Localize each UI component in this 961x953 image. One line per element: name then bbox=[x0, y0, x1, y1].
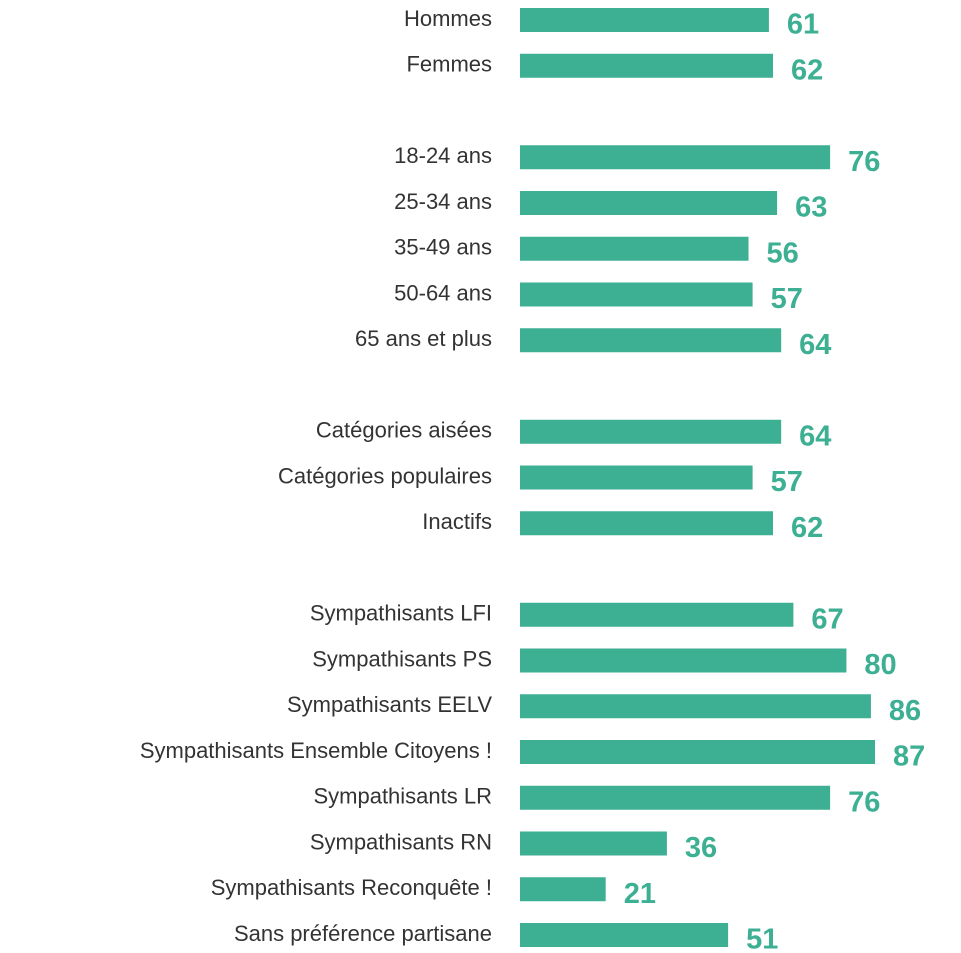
bar bbox=[520, 877, 606, 902]
bar bbox=[520, 419, 782, 444]
value-label: 80 bbox=[864, 649, 896, 681]
category-label: Inactifs bbox=[422, 509, 492, 534]
value-label: 21 bbox=[624, 878, 656, 910]
value-label: 63 bbox=[795, 192, 827, 224]
bar bbox=[520, 191, 778, 215]
bar bbox=[520, 328, 782, 353]
bar bbox=[520, 465, 753, 490]
category-label: 50-64 ans bbox=[394, 280, 492, 305]
category-label: Sympathisants LR bbox=[313, 784, 492, 809]
value-label: 56 bbox=[767, 237, 799, 269]
bar bbox=[520, 602, 794, 627]
bar bbox=[520, 8, 769, 32]
value-label: 62 bbox=[791, 54, 823, 86]
category-label: 35-49 ans bbox=[394, 235, 492, 260]
category-label: Sympathisants EELV bbox=[287, 692, 492, 717]
bar bbox=[520, 694, 871, 719]
category-label: Sympathisants Reconquête ! bbox=[211, 875, 492, 900]
value-label: 64 bbox=[799, 420, 831, 452]
bar bbox=[520, 740, 875, 764]
category-label: Femmes bbox=[406, 52, 492, 77]
value-label: 36 bbox=[685, 832, 717, 864]
category-label: Sympathisants LFI bbox=[310, 601, 492, 626]
category-label: Sans préférence partisane bbox=[234, 921, 492, 946]
value-label: 51 bbox=[746, 924, 778, 953]
category-label: Catégories populaires bbox=[278, 463, 492, 488]
bar bbox=[520, 145, 831, 170]
bar bbox=[520, 53, 773, 78]
value-label: 86 bbox=[889, 695, 921, 727]
value-label: 57 bbox=[771, 466, 803, 498]
bar bbox=[520, 831, 667, 856]
category-label: 65 ans et plus bbox=[355, 326, 492, 351]
bar bbox=[520, 236, 749, 261]
value-label: 87 bbox=[893, 741, 925, 773]
bar bbox=[520, 648, 847, 673]
value-label: 76 bbox=[848, 786, 880, 818]
category-label: Sympathisants PS bbox=[312, 646, 492, 671]
category-label: Catégories aisées bbox=[316, 418, 492, 443]
category-label: Sympathisants Ensemble Citoyens ! bbox=[140, 738, 492, 763]
bar bbox=[520, 511, 773, 536]
value-label: 76 bbox=[848, 146, 880, 178]
value-label: 64 bbox=[799, 329, 831, 361]
value-label: 61 bbox=[787, 9, 819, 41]
category-label: 25-34 ans bbox=[394, 189, 492, 214]
category-label: Hommes bbox=[404, 6, 492, 31]
bar bbox=[520, 923, 729, 947]
value-label: 57 bbox=[771, 283, 803, 315]
value-label: 67 bbox=[811, 603, 843, 635]
bar bbox=[520, 785, 831, 810]
category-label: Sympathisants RN bbox=[310, 829, 492, 854]
bar bbox=[520, 282, 753, 307]
category-label: 18-24 ans bbox=[394, 143, 492, 168]
value-label: 62 bbox=[791, 512, 823, 544]
